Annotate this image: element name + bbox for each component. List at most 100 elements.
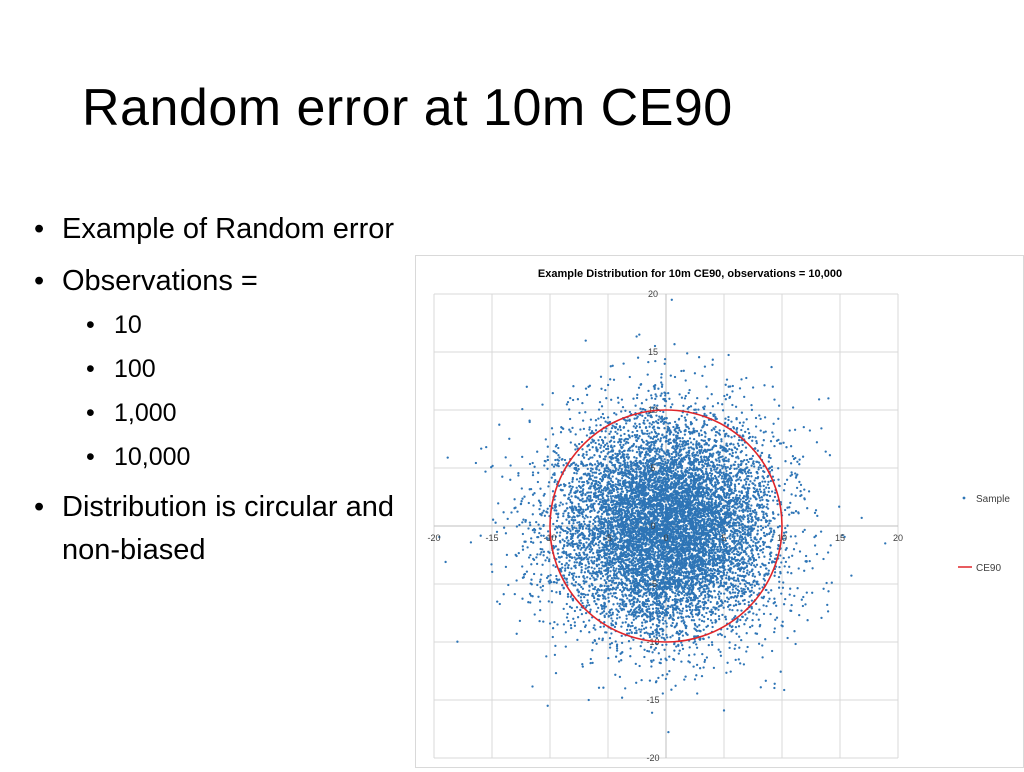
data-point bbox=[603, 473, 605, 475]
data-point bbox=[774, 627, 776, 629]
data-point bbox=[573, 549, 575, 551]
data-point bbox=[548, 481, 550, 483]
data-point bbox=[820, 530, 822, 532]
data-point bbox=[669, 422, 671, 424]
data-point bbox=[563, 483, 565, 485]
data-point bbox=[633, 619, 635, 621]
data-point bbox=[703, 501, 705, 503]
data-point bbox=[738, 625, 740, 627]
data-point bbox=[726, 507, 728, 509]
data-point bbox=[607, 445, 609, 447]
data-point bbox=[699, 578, 701, 580]
data-point bbox=[765, 487, 767, 489]
data-point bbox=[498, 424, 500, 426]
data-point bbox=[788, 566, 790, 568]
data-point bbox=[675, 464, 677, 466]
data-point bbox=[739, 518, 741, 520]
data-point bbox=[772, 386, 774, 388]
data-point bbox=[673, 447, 675, 449]
data-point bbox=[558, 504, 560, 506]
data-point bbox=[698, 595, 700, 597]
data-point bbox=[761, 480, 763, 482]
data-point bbox=[785, 561, 787, 563]
data-point bbox=[643, 628, 645, 630]
data-point bbox=[612, 475, 614, 477]
data-point bbox=[685, 424, 687, 426]
data-point bbox=[613, 412, 615, 414]
data-point bbox=[728, 598, 730, 600]
data-point bbox=[629, 527, 631, 529]
data-point bbox=[798, 614, 800, 616]
data-point bbox=[604, 598, 606, 600]
data-point bbox=[718, 618, 720, 620]
data-point bbox=[740, 520, 742, 522]
data-point bbox=[601, 405, 603, 407]
data-point bbox=[551, 464, 553, 466]
data-point bbox=[782, 621, 784, 623]
data-point bbox=[693, 460, 695, 462]
data-point bbox=[745, 585, 747, 587]
data-point bbox=[782, 581, 784, 583]
data-point bbox=[673, 343, 675, 345]
data-point bbox=[553, 465, 555, 467]
data-point bbox=[587, 468, 589, 470]
data-point bbox=[561, 566, 563, 568]
data-point bbox=[615, 413, 617, 415]
data-point bbox=[570, 567, 572, 569]
data-point bbox=[699, 606, 701, 608]
data-point bbox=[861, 517, 863, 519]
data-point bbox=[652, 603, 654, 605]
data-point bbox=[751, 586, 753, 588]
data-point bbox=[815, 509, 817, 511]
data-point bbox=[710, 619, 712, 621]
data-point bbox=[822, 588, 824, 590]
data-point bbox=[754, 484, 756, 486]
data-point bbox=[691, 589, 693, 591]
data-point bbox=[573, 472, 575, 474]
data-point bbox=[641, 625, 643, 627]
data-point bbox=[653, 428, 655, 430]
data-point bbox=[745, 538, 747, 540]
data-point bbox=[727, 354, 729, 356]
data-point bbox=[542, 554, 544, 556]
data-point bbox=[827, 590, 829, 592]
data-point bbox=[578, 552, 580, 554]
data-point bbox=[600, 567, 602, 569]
data-point bbox=[529, 524, 531, 526]
data-point bbox=[590, 516, 592, 518]
sample-series bbox=[438, 299, 886, 734]
data-point bbox=[792, 406, 794, 408]
data-point bbox=[827, 610, 829, 612]
data-point bbox=[726, 394, 728, 396]
data-point bbox=[540, 504, 542, 506]
data-point bbox=[581, 569, 583, 571]
data-point bbox=[738, 490, 740, 492]
data-point bbox=[762, 604, 764, 606]
data-point bbox=[542, 620, 544, 622]
data-point bbox=[689, 433, 691, 435]
data-point bbox=[509, 464, 511, 466]
data-point bbox=[529, 521, 531, 523]
data-point bbox=[749, 510, 751, 512]
data-point bbox=[617, 488, 619, 490]
data-point bbox=[602, 687, 604, 689]
data-point bbox=[698, 356, 700, 358]
data-point bbox=[694, 678, 696, 680]
data-point bbox=[591, 649, 593, 651]
data-point bbox=[643, 619, 645, 621]
data-point bbox=[729, 545, 731, 547]
data-point bbox=[683, 370, 685, 372]
data-point bbox=[724, 422, 726, 424]
data-point bbox=[723, 472, 725, 474]
data-point bbox=[682, 405, 684, 407]
data-point bbox=[600, 577, 602, 579]
data-point bbox=[631, 605, 633, 607]
data-point bbox=[774, 496, 776, 498]
data-point bbox=[570, 624, 572, 626]
data-point bbox=[772, 533, 774, 535]
data-point bbox=[762, 551, 764, 553]
data-point bbox=[710, 475, 712, 477]
data-point bbox=[769, 613, 771, 615]
data-point bbox=[630, 585, 632, 587]
data-point bbox=[675, 423, 677, 425]
